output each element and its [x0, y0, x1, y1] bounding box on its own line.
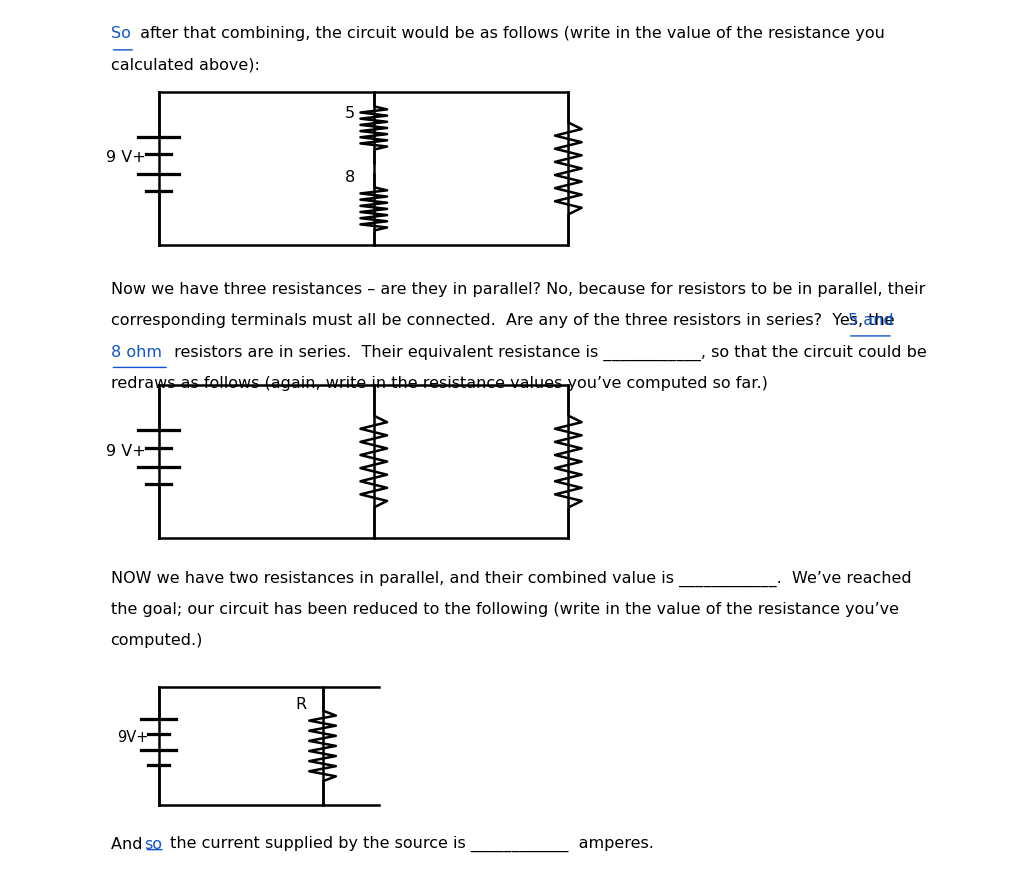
- Text: the goal; our circuit has been reduced to the following (write in the value of t: the goal; our circuit has been reduced t…: [111, 602, 899, 617]
- Text: 8 ohm: 8 ohm: [111, 345, 162, 360]
- Text: 9 V+: 9 V+: [105, 150, 145, 165]
- Text: Now we have three resistances – are they in parallel? No, because for resistors : Now we have three resistances – are they…: [111, 282, 925, 297]
- Text: computed.): computed.): [111, 634, 203, 648]
- Text: after that combining, the circuit would be as follows (write in the value of the: after that combining, the circuit would …: [135, 26, 885, 41]
- Text: 5 and: 5 and: [848, 313, 894, 328]
- Text: 9 V+: 9 V+: [105, 444, 145, 458]
- Text: resistors are in series.  Their equivalent resistance is ____________, so that t: resistors are in series. Their equivalen…: [169, 345, 927, 361]
- Text: NOW we have two resistances in parallel, and their combined value is ___________: NOW we have two resistances in parallel,…: [111, 570, 911, 587]
- Text: 8: 8: [345, 170, 355, 185]
- Text: corresponding terminals must all be connected.  Are any of the three resistors i: corresponding terminals must all be conn…: [111, 313, 899, 328]
- Text: And: And: [111, 837, 147, 852]
- Text: so: so: [144, 837, 163, 852]
- Text: 9V+: 9V+: [117, 730, 148, 745]
- Text: the current supplied by the source is ____________  amperes.: the current supplied by the source is __…: [165, 836, 653, 852]
- Text: redraws as follows (again, write in the resistance values you’ve computed so far: redraws as follows (again, write in the …: [111, 376, 767, 391]
- Text: calculated above):: calculated above):: [111, 58, 259, 73]
- Text: R: R: [295, 696, 306, 712]
- Text: 5: 5: [345, 106, 355, 122]
- Text: So: So: [111, 26, 130, 41]
